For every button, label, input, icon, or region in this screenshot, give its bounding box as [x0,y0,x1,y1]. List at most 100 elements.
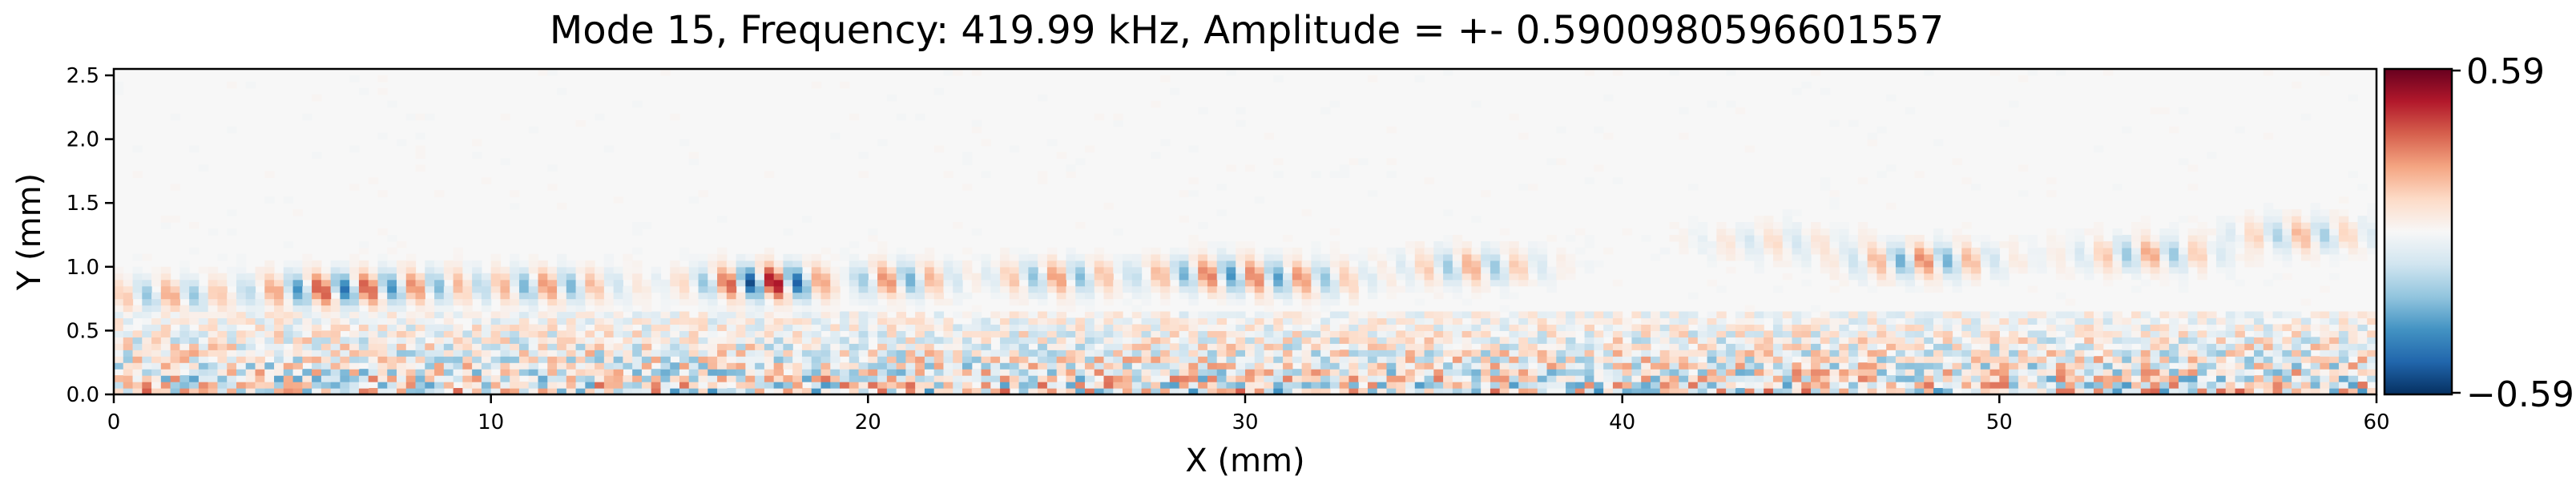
heatmap-cell [340,311,350,319]
heatmap-cell [415,311,425,319]
heatmap-cell [1113,350,1123,357]
heatmap-cell [1697,228,1708,236]
heatmap-cell [1084,350,1095,357]
heatmap-cell [820,285,831,293]
heatmap-cell [1348,253,1359,261]
heatmap-cell [1792,253,1802,261]
heatmap-cell [1952,317,1962,325]
heatmap-cell [274,362,284,370]
heatmap-cell [1659,337,1671,344]
heatmap-cell [745,273,756,281]
heatmap-cell [1735,324,1746,331]
heatmap-cell [2215,382,2227,389]
heatmap-cell [528,356,539,363]
heatmap-cell [1414,369,1425,376]
heatmap-cell [1961,273,1972,281]
heatmap-cell [2046,190,2057,197]
heatmap-cell [2282,337,2292,344]
heatmap-cell [1103,311,1114,319]
heatmap-cell [1461,253,1472,261]
heatmap-cell [726,285,737,293]
heatmap-cell [1000,375,1010,382]
heatmap-cell [443,337,454,344]
heatmap-cell [1820,253,1831,261]
heatmap-cell [1038,273,1048,281]
heatmap-cell [349,285,360,293]
heatmap-cell [1160,343,1171,350]
heatmap-cell [1084,298,1095,306]
heatmap-cell [1537,388,1548,395]
heatmap-cell [405,292,417,300]
heatmap-cell [114,279,124,287]
heatmap-cell [1443,273,1453,281]
heatmap-cell [1999,343,2010,350]
heatmap-cell [330,324,341,331]
heatmap-cell [1537,273,1548,281]
heatmap-cell [312,350,322,357]
heatmap-cell [1283,382,1293,389]
heatmap-cell [603,343,615,350]
y-axis: 0.0 0.5 1.0 1.5 2.0 2.5 Y (mm) [11,64,114,407]
heatmap-cell [2169,228,2179,236]
heatmap-cell [1764,330,1774,337]
heatmap-cell [2292,311,2302,319]
heatmap-cell [2037,260,2047,268]
heatmap-cell [2122,356,2132,363]
heatmap-cell [2225,375,2236,382]
heatmap-cell [1452,292,1463,300]
heatmap-cell [1179,311,1189,319]
heatmap-cell [2112,266,2122,274]
heatmap-cell [840,311,850,319]
heatmap-cell [320,343,332,350]
heatmap-cell [443,317,454,325]
heatmap-cell [2131,337,2142,344]
heatmap-cell [1358,356,1369,363]
heatmap-cell [358,356,369,363]
heatmap-cell [1952,369,1962,376]
heatmap-cell [1160,139,1171,147]
heatmap-cell [1123,266,1133,274]
heatmap-cell [886,266,897,274]
heatmap-cell [2150,234,2160,242]
heatmap-cell [1707,240,1717,249]
heatmap-cell [292,305,303,313]
heatmap-cell [745,356,756,363]
heatmap-cell [840,273,850,281]
heatmap-cell [1857,228,1869,236]
heatmap-cell [2074,350,2085,357]
heatmap-cell [1056,369,1067,376]
heatmap-cell [877,240,888,249]
heatmap-cell [651,388,662,395]
heatmap-cell [745,362,756,370]
heatmap-cell [377,292,388,300]
heatmap-cell [1669,330,1679,337]
heatmap-cell [660,337,671,344]
heatmap-cell [114,298,124,306]
heatmap-cell [745,285,756,293]
heatmap-cell [2235,337,2245,344]
heatmap-cell [1216,337,1228,344]
heatmap-cell [2122,350,2132,357]
heatmap-cell [2065,388,2076,395]
heatmap-cell [1377,279,1388,287]
heatmap-cell [1905,266,1916,274]
heatmap-cell [1546,369,1557,376]
heatmap-cell [405,113,417,121]
heatmap-cell [962,311,973,319]
heatmap-cell [613,298,623,306]
heatmap-cell [2300,240,2312,249]
heatmap-cell [707,337,718,344]
heatmap-cell [2178,369,2189,376]
heatmap-cell [962,324,973,331]
heatmap-cell [1075,337,1086,344]
heatmap-cell [971,350,982,357]
heatmap-cell [943,298,953,306]
heatmap-cell [538,260,548,268]
heatmap-cell [1801,253,1812,261]
heatmap-cell [1622,330,1633,337]
y-tick-label-2.5: 2.5 [67,64,99,88]
heatmap-cell [623,330,633,337]
heatmap-cell [1311,382,1321,389]
heatmap-cell [2074,356,2085,363]
heatmap-cell [2178,324,2189,331]
